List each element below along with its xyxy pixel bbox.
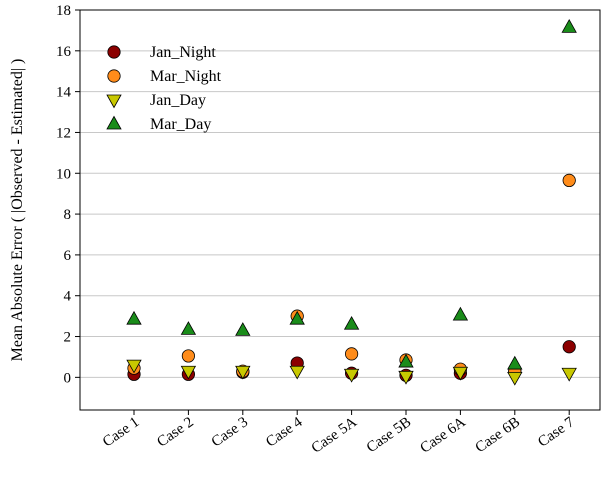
- legend-label-Jan_Night: Jan_Night: [150, 44, 216, 61]
- point-Jan_Day-0: [126, 359, 142, 374]
- y-axis-label: Mean Absolute Error ( |Observed - Estima…: [9, 59, 26, 362]
- y-tick-label-5: 10: [56, 166, 71, 182]
- y-tick-label-9: 18: [56, 3, 71, 19]
- x-axis: Case 1 Case 2 Case 3 Case 4 Case 5A Case 5B Ca…: [100, 410, 578, 457]
- series-Mar_Night: [127, 173, 576, 378]
- point-Mar_Night-8: [562, 173, 576, 188]
- point-Jan_Night-8: [562, 340, 576, 354]
- point-Mar_Day-6: [452, 306, 469, 321]
- y-tick-label-6: 12: [56, 125, 71, 141]
- y-tick-label-4: 8: [64, 207, 72, 223]
- legend-marker-Mar_Night: [107, 69, 121, 83]
- x-tick-label-3: Case 4: [263, 414, 306, 451]
- point-Jan_Day-1: [180, 365, 197, 380]
- x-tick-label-4: Case 5A: [309, 414, 360, 457]
- point-Mar_Day-1: [180, 321, 197, 335]
- y-axis: 0 2 4 6 8 10 12 14 16 18: [56, 3, 80, 386]
- x-tick-label-8: Case 7: [535, 414, 578, 451]
- legend: Jan_Night Mar_Night Jan_Day Mar_Day: [106, 44, 222, 133]
- point-Mar_Day-4: [343, 315, 360, 330]
- gridlines: [80, 9, 600, 378]
- point-Mar_Night-4: [344, 347, 359, 361]
- point-Jan_Day-3: [289, 365, 305, 380]
- point-Mar_Day-5: [398, 353, 414, 368]
- plot-area-frame: [79, 9, 601, 411]
- point-Mar_Night-1: [181, 349, 195, 363]
- legend-marker-Jan_Night: [107, 45, 121, 59]
- point-Jan_Day-8: [561, 367, 577, 382]
- point-Jan_Day-4: [343, 368, 360, 383]
- x-tick-label-5: Case 5B: [364, 414, 414, 456]
- y-tick-label-1: 2: [64, 330, 72, 346]
- data-points: [126, 19, 577, 386]
- x-tick-label-1: Case 2: [154, 414, 196, 450]
- y-tick-label-8: 16: [56, 44, 72, 60]
- point-Jan_Day-6: [452, 366, 469, 381]
- point-Mar_Day-0: [126, 310, 142, 325]
- y-tick-label-3: 6: [64, 248, 72, 264]
- legend-label-Mar_Day: Mar_Day: [150, 116, 211, 133]
- y-tick-label-2: 4: [64, 289, 72, 305]
- point-Jan_Day-7: [507, 371, 523, 386]
- y-tick-label-7: 14: [56, 85, 72, 101]
- y-tick-label-0: 0: [64, 370, 72, 386]
- series-Mar_Day: [126, 19, 577, 370]
- point-Mar_Day-7: [507, 355, 523, 370]
- x-tick-label-6: Case 6A: [418, 414, 469, 457]
- legend-label-Jan_Day: Jan_Day: [150, 92, 206, 109]
- x-tick-label-7: Case 6B: [473, 414, 523, 456]
- point-Jan_Day-5: [398, 370, 414, 385]
- legend-marker-Mar_Day: [106, 115, 122, 130]
- x-tick-label-0: Case 1: [100, 414, 142, 450]
- legend-label-Mar_Night: Mar_Night: [150, 68, 222, 85]
- point-Jan_Day-2: [235, 365, 251, 380]
- point-Mar_Day-3: [289, 310, 305, 325]
- x-tick-label-2: Case 3: [209, 414, 251, 450]
- point-Mar_Day-2: [235, 322, 251, 336]
- series-Jan_Day: [126, 359, 577, 386]
- point-Mar_Day-8: [561, 19, 577, 33]
- legend-marker-Jan_Day: [106, 94, 122, 109]
